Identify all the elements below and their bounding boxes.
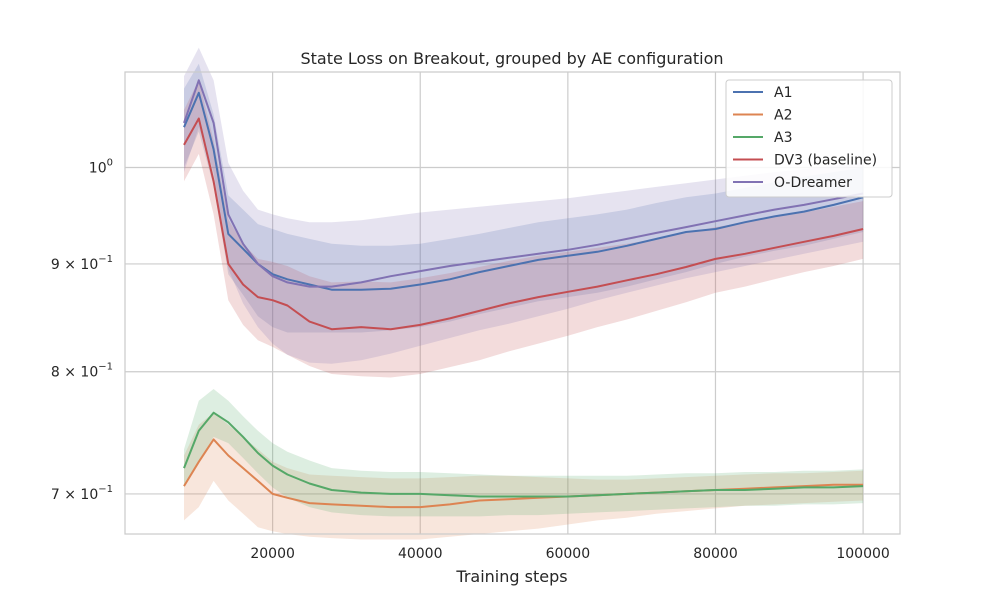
x-tick-label: 40000 <box>398 546 443 562</box>
band-dv3-baseline- <box>184 80 864 378</box>
x-tick-label: 20000 <box>250 546 295 562</box>
series-line-a1 <box>183 91 864 291</box>
y-tick-labels: 100 9 × 10−1 8 × 10−1 7 × 10−1 <box>51 158 113 503</box>
legend-box <box>725 79 893 198</box>
y-tick-label: 100 <box>89 158 113 177</box>
grid-lines <box>125 72 900 534</box>
series-line-a3 <box>183 411 864 498</box>
legend: A1 A2 A3 DV3 (baseline) O-Dreamer <box>725 79 893 198</box>
legend-entry-label: A2 <box>774 108 792 124</box>
band-o-dreamer <box>184 47 864 364</box>
y-tick-label: 7 × 10−1 <box>51 484 113 503</box>
series-lines <box>183 79 864 509</box>
x-tick-label: 60000 <box>546 546 591 562</box>
series-line-o-dreamer <box>183 79 864 288</box>
band-a3 <box>184 389 864 517</box>
legend-entry-label: DV3 (baseline) <box>774 153 877 169</box>
legend-entry-label: A3 <box>774 130 792 146</box>
legend-entry-label: O-Dreamer <box>774 175 852 191</box>
chart-title: State Loss on Breakout, grouped by AE co… <box>300 49 723 68</box>
band-a2 <box>184 412 864 540</box>
x-tick-label: 100000 <box>836 546 889 562</box>
x-tick-label: 80000 <box>693 546 738 562</box>
y-tick-label: 8 × 10−1 <box>51 362 113 381</box>
y-tick-label: 9 × 10−1 <box>51 254 113 273</box>
x-tick-labels: 20000 40000 60000 80000 100000 <box>250 546 889 562</box>
x-axis-title: Training steps <box>455 567 567 586</box>
plot-frame <box>124 71 901 535</box>
legend-entry-label: A1 <box>774 85 792 101</box>
series-line-dv3-baseline- <box>183 117 864 331</box>
